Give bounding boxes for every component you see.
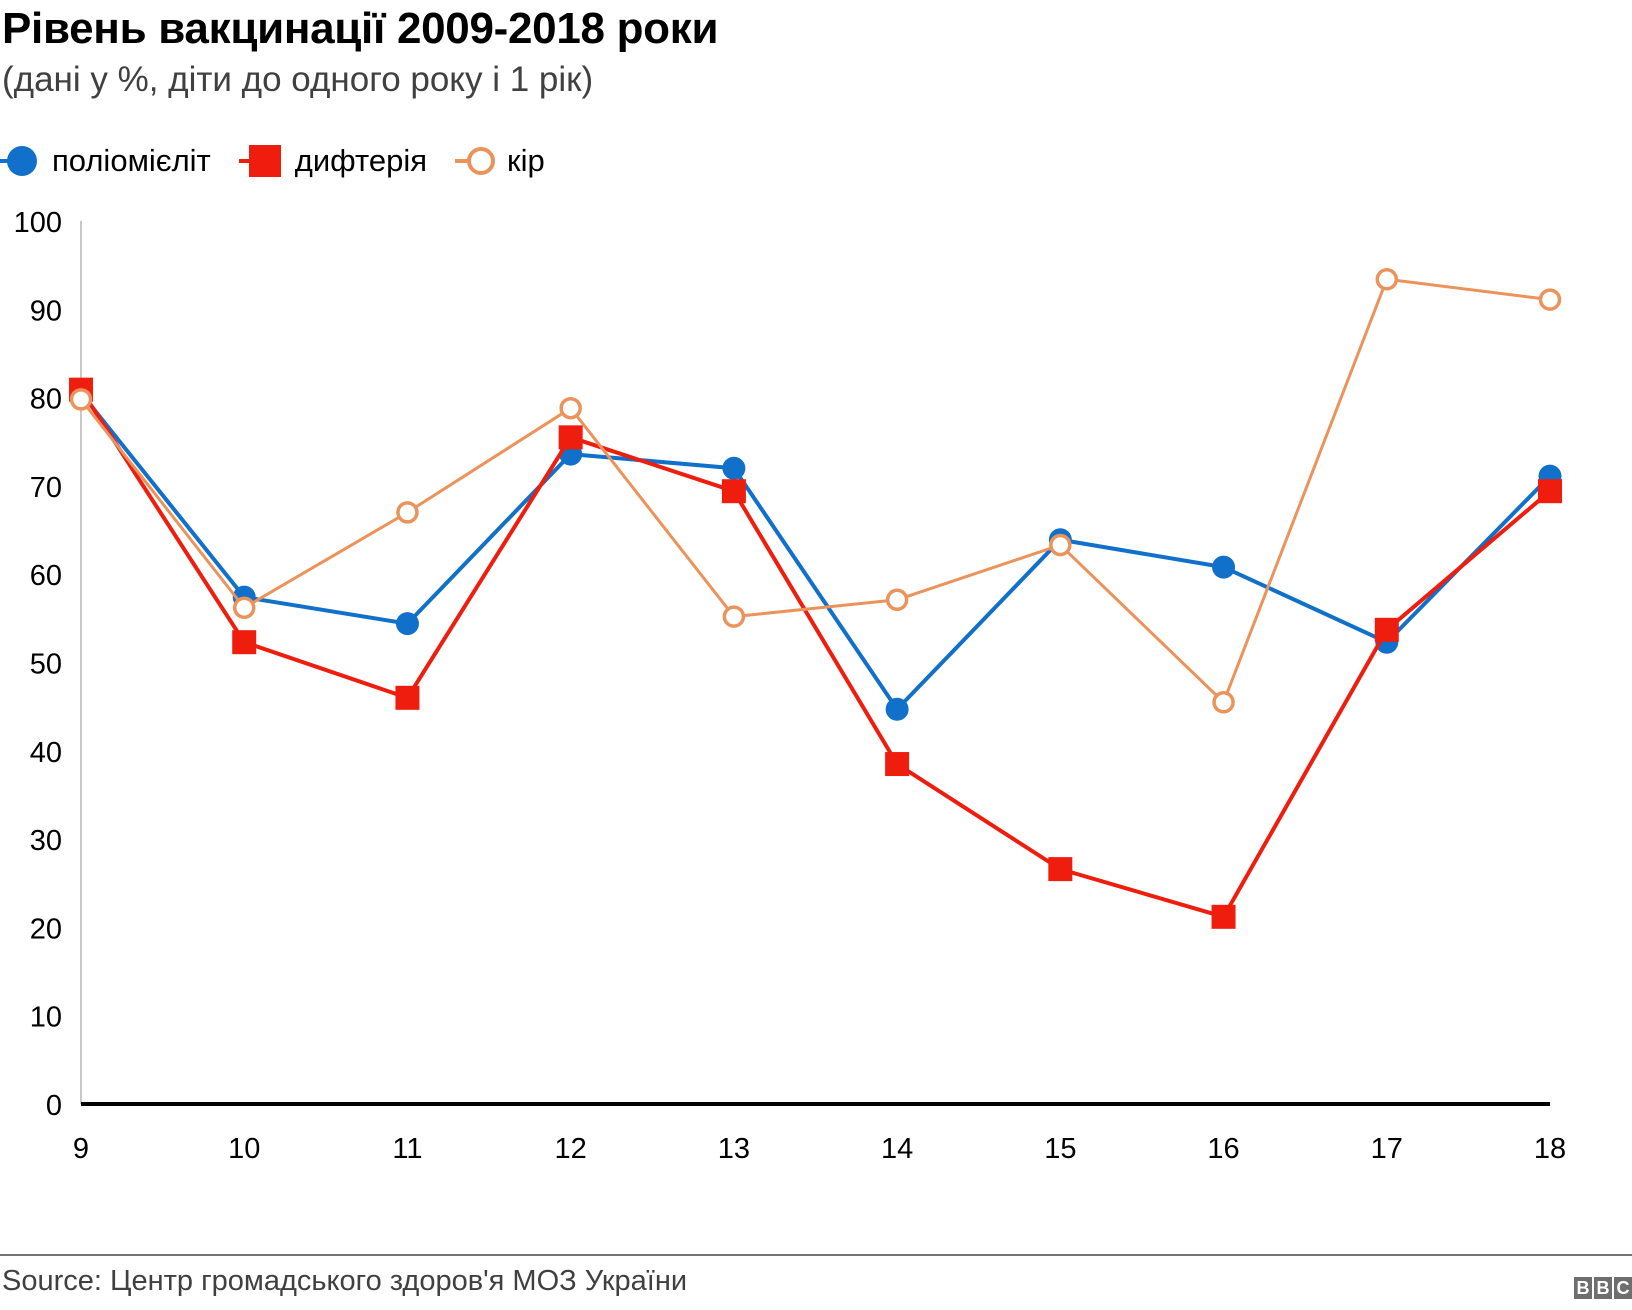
data-point <box>1212 690 1235 714</box>
y-tick-label: 60 <box>30 560 62 592</box>
data-point <box>232 630 257 655</box>
x-tick-label: 10 <box>228 1133 260 1165</box>
data-point <box>1375 268 1399 291</box>
bbc-logo-letter: B <box>1594 1277 1612 1299</box>
data-point <box>1048 857 1073 882</box>
x-tick-label: 16 <box>1207 1133 1239 1165</box>
data-point <box>558 425 583 450</box>
legend-item-polio: поліомієліт <box>0 141 211 181</box>
y-tick-label: 70 <box>30 472 62 504</box>
data-point <box>1374 617 1399 642</box>
line-chart: 0 10 20 30 40 50 60 70 80 90 100 9 10 11 12 13 14 15 16 17… <box>14 207 1567 1165</box>
legend-item-diphtheria: дифтерія <box>238 141 427 181</box>
data-point <box>885 752 910 777</box>
legend-label: поліомієліт <box>52 143 211 178</box>
data-point <box>721 479 746 504</box>
y-tick-label: 50 <box>30 649 62 681</box>
footer-divider <box>0 1254 1632 1256</box>
filled-square-marker-icon <box>238 145 281 177</box>
data-point <box>395 612 419 636</box>
data-point <box>1212 555 1236 579</box>
chart-subtitle: (дані у %, діти до одного року і 1 рік) <box>2 60 594 99</box>
x-tick-label: 18 <box>1534 1133 1566 1165</box>
y-tick-label: 30 <box>30 825 62 857</box>
y-tick-label: 90 <box>30 295 62 327</box>
x-tick-label: 15 <box>1044 1133 1076 1165</box>
y-tick-label: 40 <box>30 737 62 769</box>
data-point <box>722 605 746 628</box>
bbc-logo: B B C <box>1572 1277 1632 1299</box>
filled-circle-marker-icon <box>0 146 37 176</box>
data-point <box>69 388 93 411</box>
data-point <box>232 596 256 620</box>
data-point <box>1538 479 1562 504</box>
chart-title: Рівень вакцинації 2009-2018 роки <box>2 4 719 53</box>
data-point <box>885 697 909 721</box>
bbc-logo-letter: B <box>1574 1277 1592 1299</box>
series-line <box>79 391 1552 712</box>
data-point <box>559 396 582 420</box>
y-tick-label: 80 <box>30 384 62 416</box>
series-line <box>79 277 1551 704</box>
series-2 <box>69 268 1562 714</box>
legend: поліомієліт дифтерія кір <box>0 136 573 186</box>
y-tick-label: 0 <box>46 1090 62 1122</box>
x-tick-label: 14 <box>881 1133 913 1165</box>
series-1 <box>69 377 1562 929</box>
x-tick-label: 9 <box>73 1133 89 1165</box>
series-layer <box>69 268 1562 929</box>
data-point <box>1049 533 1072 557</box>
legend-label: дифтерія <box>294 143 427 178</box>
series-0 <box>69 381 1562 721</box>
data-point <box>722 456 746 480</box>
y-tick-label: 100 <box>14 207 62 239</box>
legend-item-measles: кір <box>455 141 545 181</box>
bbc-logo-letter: C <box>1614 1277 1632 1299</box>
x-axis-ticks: 9 10 11 12 13 14 15 16 17 18 <box>73 1133 1566 1165</box>
data-point <box>396 501 419 524</box>
legend-label: кір <box>507 143 545 178</box>
source-note: Source: Центр громадського здоров'я МОЗ … <box>2 1265 688 1297</box>
data-point <box>1538 288 1562 311</box>
data-point <box>885 588 909 612</box>
data-point <box>395 685 420 710</box>
x-tick-label: 13 <box>718 1133 750 1165</box>
x-tick-label: 17 <box>1371 1133 1403 1165</box>
hollow-circle-marker-icon <box>455 147 495 175</box>
series-line <box>79 388 1552 919</box>
y-axis-ticks: 0 10 20 30 40 50 60 70 80 90 100 <box>14 207 62 1122</box>
y-tick-label: 10 <box>30 1002 62 1034</box>
x-tick-label: 11 <box>392 1133 422 1165</box>
x-tick-label: 12 <box>555 1133 587 1165</box>
data-point <box>1211 904 1236 929</box>
y-tick-label: 20 <box>30 913 62 945</box>
